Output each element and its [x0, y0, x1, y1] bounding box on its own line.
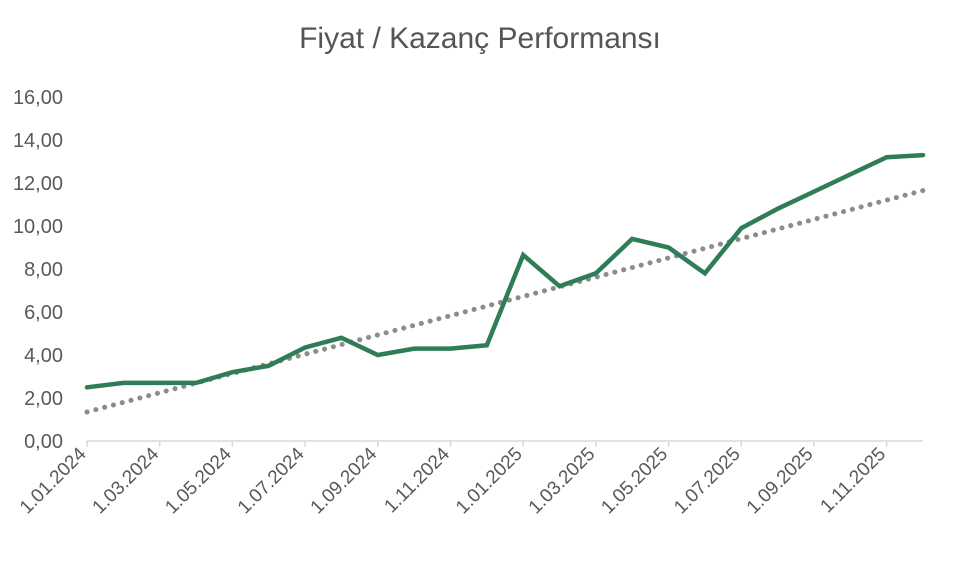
y-tick-label: 6,00	[24, 302, 63, 324]
y-tick-label: 14,00	[13, 130, 63, 152]
y-axis: 0,00 2,00 4,00 6,00 8,00 10,00 12,00 14,00 16,00	[13, 87, 63, 453]
x-tick-label: 1.07.2024	[234, 443, 309, 518]
series-line	[84, 152, 926, 390]
y-tick-label: 12,00	[13, 173, 63, 195]
x-tick-label: 1.05.2025	[597, 444, 672, 519]
x-tick-label: 1.11.2024	[380, 443, 454, 517]
y-tick-label: 16,00	[13, 87, 63, 109]
x-tick-label: 1.01.2024	[16, 443, 91, 518]
x-tick-label: 1.09.2025	[743, 444, 818, 519]
y-tick-label: 4,00	[24, 345, 63, 367]
x-tick-label: 1.07.2025	[670, 444, 745, 519]
x-tick-label: 1.11.2025	[817, 444, 891, 518]
y-tick-label: 8,00	[24, 259, 63, 281]
x-tick-label: 1.09.2024	[307, 443, 382, 518]
series-layer	[84, 152, 926, 390]
y-tick-label: 2,00	[24, 388, 63, 410]
y-tick-label: 10,00	[13, 216, 63, 238]
x-tick-label: 1.05.2024	[161, 443, 236, 518]
y-tick-label: 0,00	[24, 431, 63, 453]
x-tick-label: 1.03.2024	[89, 443, 164, 518]
x-tick-label: 1.03.2025	[525, 444, 600, 519]
chart-title: Fiyat / Kazanç Performansı	[299, 22, 661, 55]
x-axis: 1.01.20241.03.20241.05.20241.07.20241.09…	[16, 440, 923, 519]
x-tick-label: 1.01.2025	[452, 444, 527, 519]
